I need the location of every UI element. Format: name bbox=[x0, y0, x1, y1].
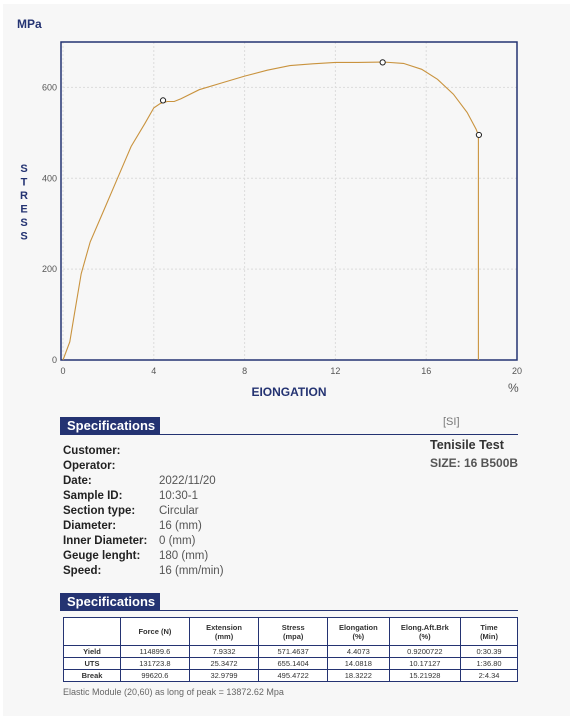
table-header-cell: Elongation (%) bbox=[327, 617, 390, 646]
y-unit-label: MPa bbox=[17, 17, 42, 31]
table-row-header: Break bbox=[62, 669, 122, 682]
table-cell: 99620.6 bbox=[120, 669, 190, 682]
spec-value: 16 (mm/min) bbox=[159, 565, 224, 577]
table-cell: 14.0818 bbox=[327, 657, 390, 670]
spec-value: Circular bbox=[159, 505, 199, 517]
spec-value: 10:30-1 bbox=[159, 490, 199, 502]
x-tick-label: 0 bbox=[60, 366, 65, 376]
table-cell: 18.3222 bbox=[327, 669, 390, 682]
plot-frame bbox=[60, 41, 518, 361]
table-row-header: Yield bbox=[62, 645, 122, 658]
spec-label: Speed: bbox=[63, 565, 102, 577]
specifications-rule bbox=[60, 434, 518, 435]
results-rule bbox=[60, 610, 518, 611]
y-tick-label: 400 bbox=[42, 173, 57, 183]
table-cell: 15.21928 bbox=[388, 669, 462, 682]
x-tick-label: 8 bbox=[242, 366, 247, 376]
spec-label: Operator: bbox=[63, 460, 116, 472]
results-table: Force (N) Extension (mm) Stress (mpa) Elongat… bbox=[62, 617, 518, 682]
table-cell: 0:30.39 bbox=[460, 645, 518, 658]
test-title: Tenisile Test bbox=[430, 438, 504, 452]
y-tick-label: 600 bbox=[42, 82, 57, 92]
table-row-header: UTS bbox=[62, 657, 122, 670]
spec-label: Date: bbox=[63, 475, 92, 487]
y-tick-label: 200 bbox=[42, 264, 57, 274]
spec-label: Inner Diameter: bbox=[63, 535, 148, 547]
spec-value: 2022/11/20 bbox=[159, 475, 216, 487]
table-cell: 495.4722 bbox=[258, 669, 329, 682]
table-cell: 655.1404 bbox=[258, 657, 329, 670]
table-header-cell: Stress (mpa) bbox=[258, 617, 329, 646]
table-header-cell: Elong.Aft.Brk (%) bbox=[388, 617, 462, 646]
table-cell: 4.4073 bbox=[327, 645, 390, 658]
x-tick-label: 16 bbox=[421, 366, 431, 376]
table-cell: 7.9332 bbox=[188, 645, 260, 658]
table-cell: 2:4.34 bbox=[460, 669, 518, 682]
x-tick-label: 12 bbox=[330, 366, 340, 376]
spec-value: 180 (mm) bbox=[159, 550, 209, 562]
table-body: Yield 114899.6 7.9332 571.4637 4.4073 0.92007… bbox=[62, 645, 518, 682]
point-marker-break bbox=[475, 131, 483, 139]
table-header-row: Force (N) Extension (mm) Stress (mpa) Elongat… bbox=[62, 617, 518, 646]
point-marker-uts bbox=[379, 59, 386, 66]
spec-label: Diameter: bbox=[63, 520, 117, 532]
spec-label: Section type: bbox=[63, 505, 136, 517]
table-header-cell bbox=[62, 617, 122, 646]
spec-label: Geuge lenght: bbox=[63, 550, 141, 562]
table-header-cell: Extension (mm) bbox=[188, 617, 260, 646]
table-header-cell: Force (N) bbox=[120, 617, 190, 646]
table-row: UTS 131723.8 25.3472 655.1404 14.0818 10.1712… bbox=[62, 657, 518, 670]
point-marker-yield bbox=[159, 97, 167, 104]
x-tick-label: 4 bbox=[151, 366, 156, 376]
spec-label: Customer: bbox=[63, 445, 121, 457]
table-cell: 1:36.80 bbox=[460, 657, 518, 670]
spec-label: Sample ID: bbox=[63, 490, 123, 502]
table-cell: 0.9200722 bbox=[388, 645, 462, 658]
table-cell: 131723.8 bbox=[120, 657, 190, 670]
spec-value: 16 (mm) bbox=[159, 520, 202, 532]
table-header-cell: Time (Min) bbox=[460, 617, 518, 646]
x-unit-label: % bbox=[508, 381, 519, 395]
elastic-module-note: Elastic Module (20,60) as long of peak =… bbox=[63, 687, 284, 697]
units-label: [SI] bbox=[443, 416, 460, 428]
size-label: SIZE: 16 B500B bbox=[430, 456, 519, 470]
table-cell: 114899.6 bbox=[120, 645, 190, 658]
table-row: Break 99620.6 32.9799 495.4722 18.3222 15.219… bbox=[62, 669, 518, 682]
x-tick-label: 20 bbox=[512, 366, 522, 376]
table-cell: 571.4637 bbox=[258, 645, 329, 658]
results-heading: Specifications bbox=[60, 593, 160, 611]
stress-strain-curve bbox=[62, 61, 479, 361]
x-axis-label: EIONGATION bbox=[251, 385, 326, 399]
specifications-heading: Specifications bbox=[60, 417, 160, 435]
table-row: Yield 114899.6 7.9332 571.4637 4.4073 0.92007… bbox=[62, 645, 518, 658]
point-markers bbox=[159, 59, 483, 139]
table-cell: 25.3472 bbox=[188, 657, 260, 670]
spec-value: 0 (mm) bbox=[159, 535, 196, 547]
y-tick-label: 0 bbox=[52, 355, 57, 365]
table-cell: 32.9799 bbox=[188, 669, 260, 682]
table-cell: 10.17127 bbox=[388, 657, 462, 670]
